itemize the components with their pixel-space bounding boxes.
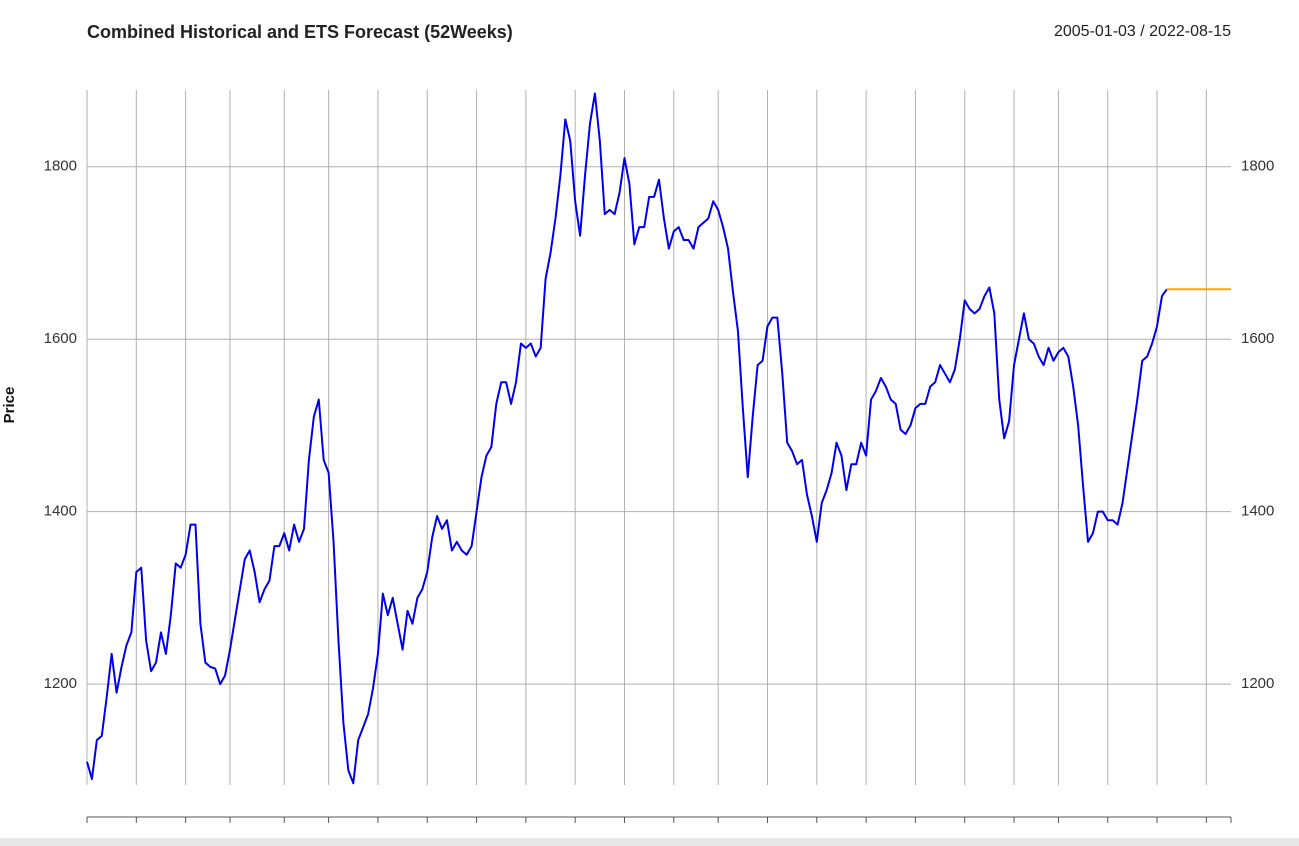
y-tick-label: 1200 <box>44 675 77 692</box>
y-tick-label: 1400 <box>44 503 77 520</box>
y-tick-label: 1800 <box>44 158 77 175</box>
y-tick-label-right: 1200 <box>1241 675 1274 692</box>
scrollbar-strip <box>0 838 1299 846</box>
y-axis-label: Price <box>1 387 18 424</box>
chart-title: Combined Historical and ETS Forecast (52… <box>87 22 513 42</box>
y-tick-label-right: 1600 <box>1241 330 1274 347</box>
date-range: 2005-01-03 / 2022-08-15 <box>1054 23 1231 40</box>
y-tick-label-right: 1800 <box>1241 158 1274 175</box>
y-tick-label: 1600 <box>44 330 77 347</box>
series-line <box>86 92 1168 785</box>
y-tick-label-right: 1400 <box>1241 503 1274 520</box>
